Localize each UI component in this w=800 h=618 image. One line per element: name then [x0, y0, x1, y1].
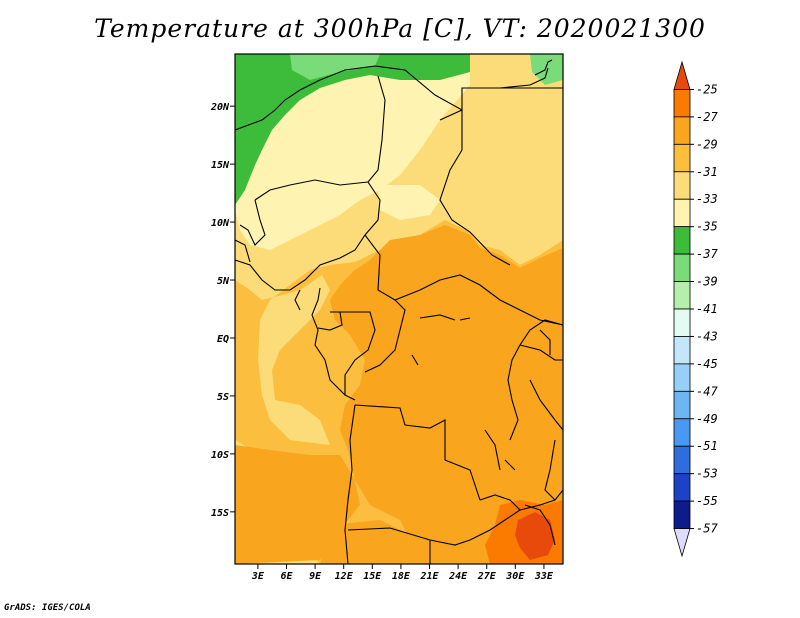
colorbar-label: -55	[696, 494, 718, 508]
credit-label: GrADS: IGES/COLA	[4, 603, 91, 613]
lon-tick-label: 30E	[505, 571, 525, 582]
colorbar-label: -33	[696, 192, 718, 206]
lon-tick-label: 6E	[280, 571, 293, 582]
lon-tick-label: 9E	[309, 571, 322, 582]
lat-tick-label: EQ	[217, 334, 229, 345]
colorbar-label: -49	[696, 412, 718, 426]
lon-tick-label: 12E	[335, 571, 354, 582]
chart-title: Temperature at 300hPa [C], VT: 202002130…	[94, 14, 706, 43]
colorbar-swatch	[673, 336, 691, 365]
colorbar-label: -25	[696, 82, 718, 96]
colorbar-swatch	[673, 198, 691, 228]
colorbar-swatch	[673, 226, 691, 255]
map-frame	[234, 53, 564, 565]
colorbar-swatch	[673, 281, 691, 310]
colorbar-label: -27	[696, 110, 718, 124]
colorbar-swatch	[673, 445, 691, 475]
lon-tick-label: 15E	[363, 571, 382, 582]
lat-tick-label: 15S	[211, 508, 229, 519]
latitude-axis: 20N 15N 10N 5N EQ 5S 10S 15S	[210, 102, 235, 519]
colorbar-swatch	[673, 528, 691, 558]
lon-tick-label: 21E	[419, 571, 439, 582]
lon-tick-label: 33E	[534, 571, 554, 582]
colorbar-swatch	[673, 171, 691, 200]
colorbar-swatch	[673, 500, 691, 529]
colorbar-swatch	[673, 473, 691, 502]
colorbar-swatch	[673, 390, 691, 420]
lon-tick-label: 27E	[477, 571, 497, 582]
country-borders	[234, 59, 564, 565]
colorbar-label: -43	[696, 329, 718, 343]
colorbar-label: -29	[696, 137, 718, 151]
lat-tick-label: 20N	[210, 102, 230, 113]
colorbar-swatch	[673, 143, 691, 173]
colorbar-label: -35	[696, 220, 718, 234]
longitude-axis: 3E 6E 9E 12E 15E 18E 21E 24E 27E 30E 33E	[251, 564, 554, 582]
lat-tick-label: 5N	[217, 276, 230, 287]
colorbar-swatch	[673, 60, 691, 90]
colorbar-label: -39	[696, 275, 718, 289]
colorbar-label: -41	[696, 302, 718, 316]
colorbar-swatch	[673, 308, 691, 337]
lat-tick-label: 15N	[211, 160, 230, 171]
colorbar-swatch	[673, 89, 691, 118]
colorbar-swatch	[673, 363, 691, 392]
colorbar-label: -51	[696, 439, 718, 453]
colorbar: -25 -27 -29 -31 -33 -35 -37 -39 -41 -43 -45 -47 -49 -…	[673, 60, 718, 558]
lon-tick-label: 24E	[448, 571, 468, 582]
colorbar-swatch	[673, 116, 691, 145]
colorbar-swatch	[673, 253, 691, 282]
lat-tick-label: 10S	[211, 450, 229, 461]
colorbar-swatch	[673, 418, 691, 447]
colorbar-label: -45	[696, 357, 718, 371]
lon-tick-label: 18E	[392, 571, 411, 582]
colorbar-label: -57	[696, 522, 718, 536]
colorbar-label: -47	[696, 384, 718, 398]
lat-tick-label: 5S	[217, 392, 229, 403]
temperature-field	[235, 54, 563, 564]
colorbar-label: -31	[696, 165, 718, 179]
lat-tick-label: 10N	[211, 218, 230, 229]
lon-tick-label: 3E	[251, 571, 265, 582]
colorbar-label: -53	[696, 467, 718, 481]
colorbar-label: -37	[696, 247, 718, 261]
